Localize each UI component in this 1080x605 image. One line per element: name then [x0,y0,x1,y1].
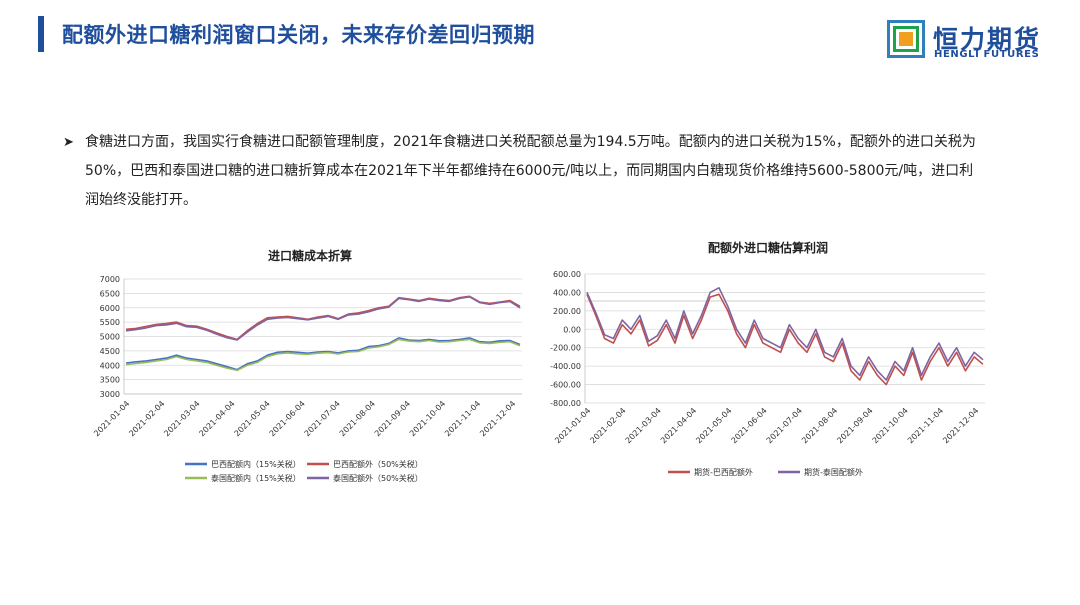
y-tick-label: 6500 [100,289,120,298]
y-tick-label: 0.00 [563,325,581,334]
page-title: 配额外进口糖利润窗口关闭，未来存价差回归预期 [62,23,535,47]
x-tick-label: 2021-11-04 [443,399,482,438]
x-tick-label: 2021-08-04 [338,399,377,438]
x-tick-label: 2021-04-04 [659,406,698,445]
x-tick-label: 2021-04-04 [197,399,236,438]
y-tick-label: 200.00 [553,307,581,316]
x-tick-label: 2021-12-04 [478,399,517,438]
body-paragraph: ➤ 食糖进口方面，我国实行食糖进口配额管理制度，2021年食糖进口关税配额总量为… [63,128,985,215]
x-tick-label: 2021-01-04 [92,399,131,438]
x-tick-label: 2021-03-04 [162,399,201,438]
y-tick-label: 5000 [100,333,120,342]
arrow-bullet-icon: ➤ [63,135,74,150]
x-tick-label: 2021-08-04 [800,406,839,445]
chart-import-profit: 配额外进口糖估算利润 600.00 400.00 200.00 0.00 -200.00 -… [550,240,985,477]
series-line-1 [586,293,984,386]
x-tick-label: 2021-02-04 [127,399,166,438]
y-tick-label: 5500 [100,318,120,327]
y-tick-label: -800.00 [550,399,581,408]
chart-import-cost: 进口糖成本折算 3000 3500 4000 4500 5000 5500 6000 6500 7… [92,248,522,483]
y-tick-label: 6000 [100,304,120,313]
legend-label: 巴西配额内（15%关税） [211,459,301,469]
legend-label: 期货-巴西配额外 [694,467,753,477]
x-tick-label: 2021-05-04 [233,399,272,438]
title-accent-bar [38,16,44,52]
body-text: 食糖进口方面，我国实行食糖进口配额管理制度，2021年食糖进口关税配额总量为19… [85,134,976,208]
x-tick-label: 2021-06-04 [730,406,769,445]
chart-title: 配额外进口糖估算利润 [708,240,828,255]
x-tick-label: 2021-01-04 [553,406,592,445]
series-line-3 [125,338,521,372]
logo-subtitle: HENGLI FUTURES [934,49,1040,60]
legend-label: 期货-泰国配额外 [804,467,863,477]
y-tick-label: -200.00 [550,344,581,353]
x-tick-label: 2021-02-04 [588,406,627,445]
x-tick-label: 2021-10-04 [871,406,910,445]
y-tick-label: -400.00 [550,362,581,371]
y-tick-label: 400.00 [553,288,581,297]
x-tick-label: 2021-06-04 [268,399,307,438]
legend-label: 巴西配额外（50%关税） [333,459,423,469]
y-tick-label: 4000 [100,361,120,370]
x-tick-label: 2021-07-04 [303,399,342,438]
x-tick-label: 2021-09-04 [835,406,874,445]
x-tick-label: 2021-07-04 [765,406,804,445]
hengli-logo-icon [887,20,925,58]
x-tick-label: 2021-09-04 [373,399,412,438]
y-tick-label: -600.00 [550,381,581,390]
logo-name: 恒力期货 [933,25,1042,54]
y-tick-label: 600.00 [553,270,581,279]
x-tick-label: 2021-05-04 [694,406,733,445]
chart-title: 进口糖成本折算 [268,248,352,263]
series-line-2 [586,286,984,381]
y-tick-label: 7000 [100,275,120,284]
x-tick-label: 2021-11-04 [906,406,945,445]
x-tick-label: 2021-12-04 [941,406,980,445]
company-logo: 恒力期货 HENGLI FUTURES [887,20,1057,62]
legend-label: 泰国配额外（50%关税） [333,473,423,483]
y-tick-label: 3000 [100,390,120,399]
x-tick-label: 2021-10-04 [408,399,447,438]
series-line-4 [125,295,521,341]
y-tick-label: 3500 [100,376,120,385]
series-line-1 [125,337,521,371]
legend-label: 泰国配额内（15%关税） [211,473,301,483]
y-tick-label: 4500 [100,347,120,356]
x-tick-label: 2021-03-04 [624,406,663,445]
